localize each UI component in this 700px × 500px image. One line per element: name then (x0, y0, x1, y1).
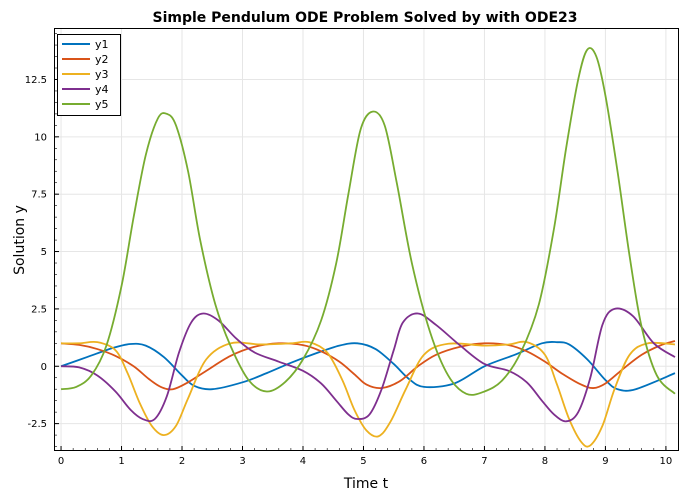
x-tick-label: 8 (542, 456, 548, 467)
x-tick-label: 7 (481, 456, 487, 467)
series-line-y3 (61, 340, 676, 448)
legend-label-y5: y5 (95, 98, 109, 111)
y-tick-label: 2.5 (31, 304, 47, 315)
series-line-y5 (60, 47, 676, 396)
legend-label-y1: y1 (95, 38, 109, 51)
legend: y1 y2 y3 y4 y5 (57, 34, 121, 116)
legend-label-y3: y3 (95, 68, 109, 81)
y-tick-label: -2.5 (27, 419, 47, 430)
x-tick-label: 5 (360, 456, 366, 467)
y-tick-label: 7.5 (31, 190, 47, 201)
x-axis-label: Time t (343, 476, 389, 492)
y-tick-label: 0 (41, 362, 47, 373)
ticks: 0 1 2 3 4 5 6 7 8 9 10 -2.5 0 2.5 5 7.5 10 12.5 (25, 33, 673, 467)
x-tick-label: 3 (239, 456, 245, 467)
plot-frame (54, 28, 679, 451)
series-line-y2 (60, 340, 676, 391)
x-tick-label: 2 (179, 456, 185, 467)
x-tick-label: 9 (602, 456, 608, 467)
legend-label-y2: y2 (95, 53, 109, 66)
x-tick-label: 6 (421, 456, 427, 467)
series-line-y4 (60, 307, 676, 423)
legend-label-y4: y4 (95, 83, 109, 96)
y-tick-label: 10 (34, 132, 47, 143)
series-lines (60, 47, 676, 448)
y-tick-label: 5 (41, 247, 47, 258)
chart-title: Simple Pendulum ODE Problem Solved by wi… (153, 10, 578, 26)
x-tick-label: 0 (58, 456, 64, 467)
y-axis-label: Solution y (12, 205, 28, 275)
x-tick-label: 10 (660, 456, 673, 467)
y-tick-label: 12.5 (25, 75, 47, 86)
x-tick-label: 4 (300, 456, 306, 467)
x-tick-label: 1 (118, 456, 124, 467)
grid (55, 29, 678, 450)
series-line-y1 (60, 340, 676, 392)
